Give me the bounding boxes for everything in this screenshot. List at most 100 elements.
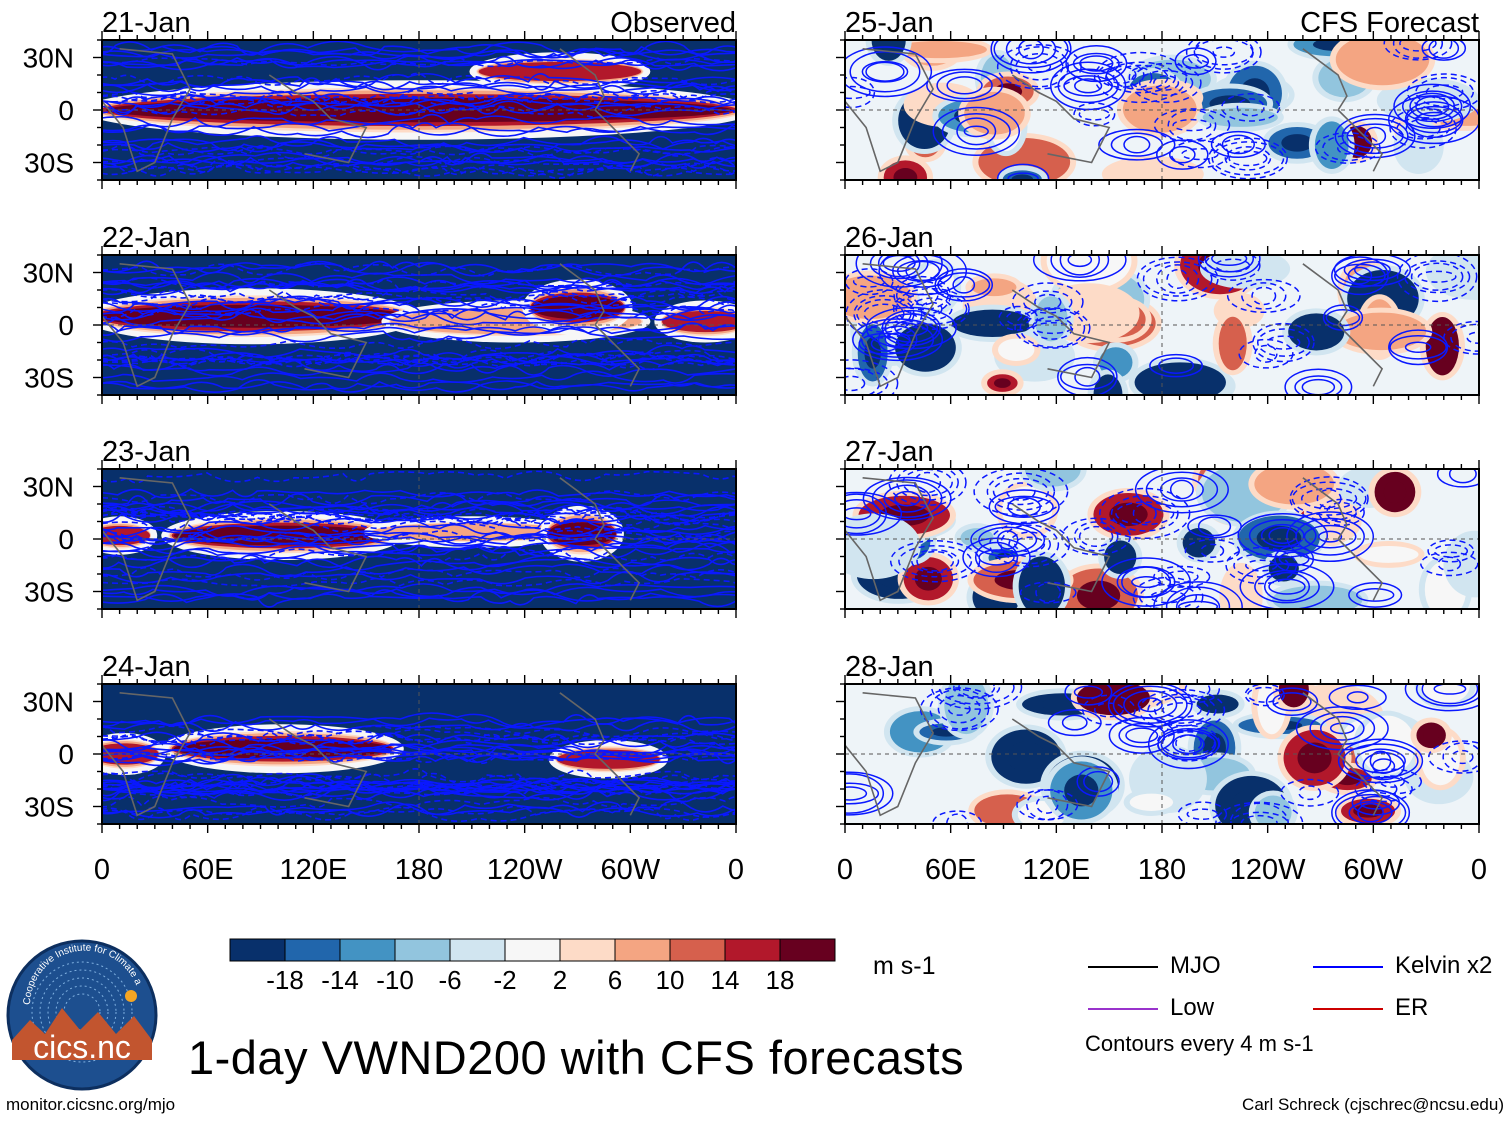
longitude-axes: 0 60E 120E 180 120W 60W 0 0 60E 120E 180 120W 60W 0 xyxy=(94,854,1487,886)
kelvin-contour xyxy=(956,117,997,146)
anomaly-blob xyxy=(1129,793,1174,811)
kelvin-contour xyxy=(1399,40,1437,52)
kelvin-contour xyxy=(1174,47,1217,76)
legend-label: Low xyxy=(1170,994,1215,1021)
kelvin-contour xyxy=(1392,40,1444,59)
kelvin-contour xyxy=(1294,375,1343,395)
kelvin-contour xyxy=(1149,353,1203,378)
kelvin-contour xyxy=(1331,256,1389,296)
kelvin-contour xyxy=(852,275,886,288)
kelvin-contour xyxy=(1162,702,1202,719)
kelvin-contour xyxy=(102,105,736,119)
kelvin-contour xyxy=(1403,260,1471,294)
kelvin-contour xyxy=(1314,132,1381,164)
anomaly-blob xyxy=(1399,124,1438,169)
lon-tick-label: 0 xyxy=(837,854,853,886)
lon-tick-label: 60W xyxy=(601,854,661,886)
kelvin-contour xyxy=(1197,255,1261,278)
coastline xyxy=(1011,718,1111,808)
kelvin-contour xyxy=(1342,743,1419,779)
colorbar-swatch xyxy=(339,938,396,962)
kelvin-contour xyxy=(1158,357,1195,374)
kelvin-contour xyxy=(1172,734,1205,755)
kelvin-contour xyxy=(930,684,1023,710)
kelvin-contour xyxy=(102,542,736,557)
colorbar-swatch xyxy=(504,938,561,962)
kelvin-contour xyxy=(1186,808,1219,820)
kelvin-contour xyxy=(1006,482,1036,501)
kelvin-contour xyxy=(1420,551,1479,577)
kelvin-contour xyxy=(1184,538,1240,563)
kelvin-contour xyxy=(1076,766,1120,797)
kelvin-contour xyxy=(102,277,736,293)
panel-date: 25-Jan xyxy=(845,7,934,39)
kelvin-contour xyxy=(1333,255,1412,287)
coastline xyxy=(268,74,368,164)
kelvin-contour xyxy=(1138,688,1226,732)
kelvin-contour xyxy=(102,725,736,738)
kelvin-contour xyxy=(102,805,736,821)
anomaly-blob xyxy=(1358,545,1419,563)
kelvin-contour xyxy=(1226,278,1301,314)
kelvin-contour xyxy=(1154,696,1210,724)
kelvin-contour xyxy=(1007,172,1039,180)
colorbar-swatch xyxy=(724,938,781,962)
kelvin-contour xyxy=(1093,51,1188,104)
kelvin-contour xyxy=(102,517,736,534)
kelvin-contour xyxy=(1284,368,1353,395)
anomaly-core xyxy=(1206,698,1230,710)
colorbar-tick-label: 2 xyxy=(553,965,567,995)
kelvin-contour xyxy=(102,40,736,56)
colorbar-tick-label: -2 xyxy=(493,965,516,995)
kelvin-contour xyxy=(102,48,736,64)
kelvin-contour xyxy=(1337,738,1424,784)
colorbar-tick-label: 18 xyxy=(766,965,795,995)
lat-tick-label: 0 xyxy=(58,524,74,555)
kelvin-contour xyxy=(102,151,736,167)
kelvin-contour xyxy=(1448,469,1477,484)
kelvin-contour xyxy=(1061,714,1088,731)
kelvin-contour xyxy=(102,56,736,68)
kelvin-contour xyxy=(1073,521,1119,552)
kelvin-contour xyxy=(1136,256,1219,302)
kelvin-contour xyxy=(102,337,736,350)
kelvin-contour xyxy=(1251,286,1277,306)
anomaly-core xyxy=(1433,330,1452,363)
kelvin-contour xyxy=(1325,308,1361,327)
kelvin-contour xyxy=(1125,727,1159,744)
anomaly-core xyxy=(1300,321,1332,343)
kelvin-contour xyxy=(1410,262,1464,291)
kelvin-contour xyxy=(1346,691,1369,704)
kelvin-contour xyxy=(1214,258,1251,273)
figure-title: 1-day VWND200 with CFS forecasts xyxy=(188,1031,965,1084)
kelvin-contour xyxy=(1156,139,1209,170)
kelvin-contour xyxy=(102,505,736,522)
coastline xyxy=(1011,503,1111,593)
legend-swatch-kelvin-x2 xyxy=(1313,966,1383,968)
coastline xyxy=(1302,477,1384,601)
panel-label: Observed xyxy=(610,7,736,39)
kelvin-contour xyxy=(1402,90,1463,123)
kelvin-contour xyxy=(1428,740,1479,774)
colorbar-tick-label: -18 xyxy=(266,965,304,995)
kelvin-contour xyxy=(916,550,955,572)
kelvin-contour xyxy=(102,162,736,175)
kelvin-contour xyxy=(896,469,959,501)
kelvin-contour xyxy=(845,773,885,814)
kelvin-contour xyxy=(1187,514,1242,539)
kelvin-contour xyxy=(1362,751,1405,781)
coastline xyxy=(102,692,192,817)
kelvin-contour xyxy=(1185,40,1262,74)
kelvin-contour xyxy=(102,768,736,784)
kelvin-contour xyxy=(1169,479,1194,500)
kelvin-contour xyxy=(861,60,909,83)
kelvin-contour xyxy=(1437,556,1462,572)
panel-date: 22-Jan xyxy=(102,222,191,254)
kelvin-contour xyxy=(889,539,981,583)
panel-25-jan: 25-Jan CFS Forecast xyxy=(836,7,1480,189)
kelvin-contour xyxy=(1164,570,1199,584)
kelvin-contour xyxy=(102,348,736,364)
kelvin-contour xyxy=(102,554,736,571)
kelvin-contour xyxy=(102,545,736,559)
kelvin-contour xyxy=(1156,264,1200,294)
